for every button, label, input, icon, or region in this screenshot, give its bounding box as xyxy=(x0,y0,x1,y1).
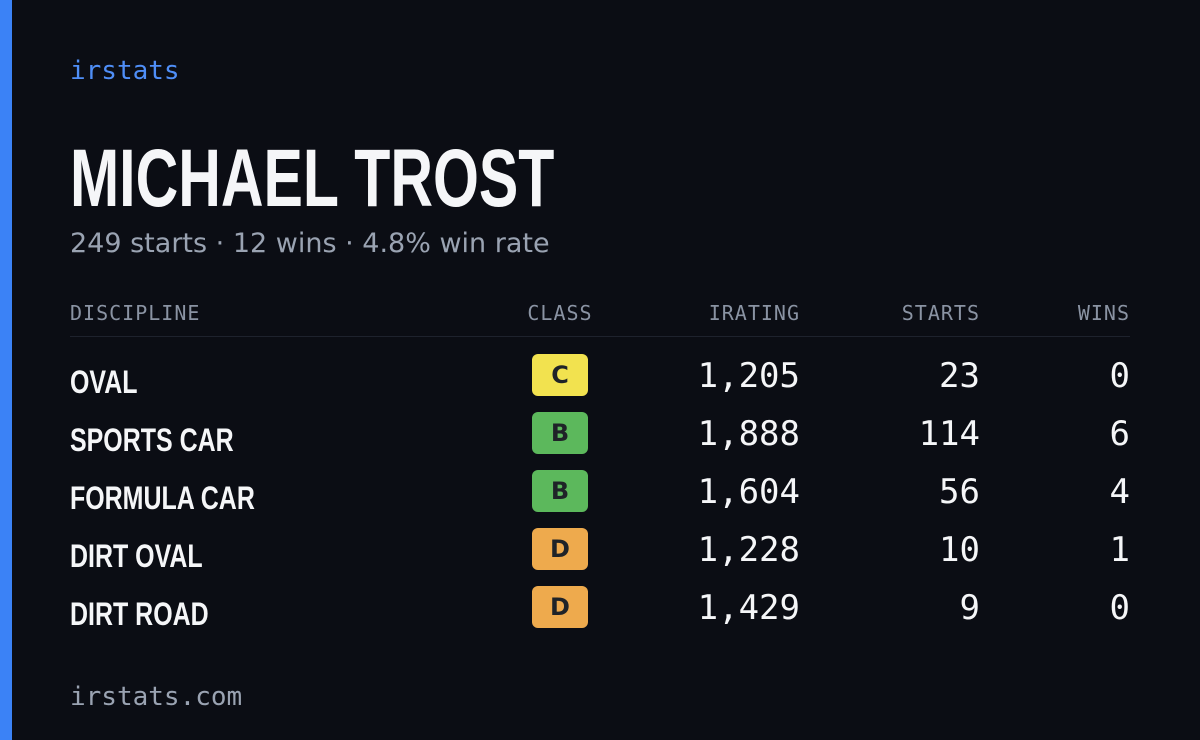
footer: irstats.com xyxy=(70,682,243,712)
starts: 9 xyxy=(959,588,980,628)
class-badge: B xyxy=(532,470,588,512)
irating: 1,888 xyxy=(697,414,800,454)
discipline: SPORTS CAR xyxy=(70,422,234,458)
starts: 10 xyxy=(939,530,980,570)
class-badge: D xyxy=(532,586,588,628)
class-badge: B xyxy=(532,412,588,454)
starts: 114 xyxy=(918,414,980,454)
column-header: DISCIPLINE xyxy=(70,301,201,325)
column-header: WINS xyxy=(1077,301,1130,325)
column-header: CLASS xyxy=(527,301,593,325)
irating: 1,205 xyxy=(697,356,800,396)
header-rule xyxy=(70,336,1130,337)
irating: 1,228 xyxy=(697,530,800,570)
brand: irstats xyxy=(70,56,180,86)
class-badge: C xyxy=(532,354,588,396)
column-header: IRATING xyxy=(708,301,800,325)
discipline: DIRT OVAL xyxy=(70,538,203,574)
wins: 4 xyxy=(1109,472,1130,512)
summary: 249 starts · 12 wins · 4.8% win rate xyxy=(70,228,550,259)
starts: 56 xyxy=(939,472,980,512)
irating: 1,604 xyxy=(697,472,800,512)
accent-bar xyxy=(0,0,12,740)
wins: 6 xyxy=(1109,414,1130,454)
class-badge: D xyxy=(532,528,588,570)
column-header: STARTS xyxy=(901,301,980,325)
wins: 0 xyxy=(1109,356,1130,396)
starts: 23 xyxy=(939,356,980,396)
irating: 1,429 xyxy=(697,588,800,628)
discipline: DIRT ROAD xyxy=(70,596,209,632)
wins: 1 xyxy=(1109,530,1130,570)
discipline: FORMULA CAR xyxy=(70,480,255,516)
discipline: OVAL xyxy=(70,364,138,400)
wins: 0 xyxy=(1109,588,1130,628)
driver-name: MICHAEL TROST xyxy=(70,133,555,224)
